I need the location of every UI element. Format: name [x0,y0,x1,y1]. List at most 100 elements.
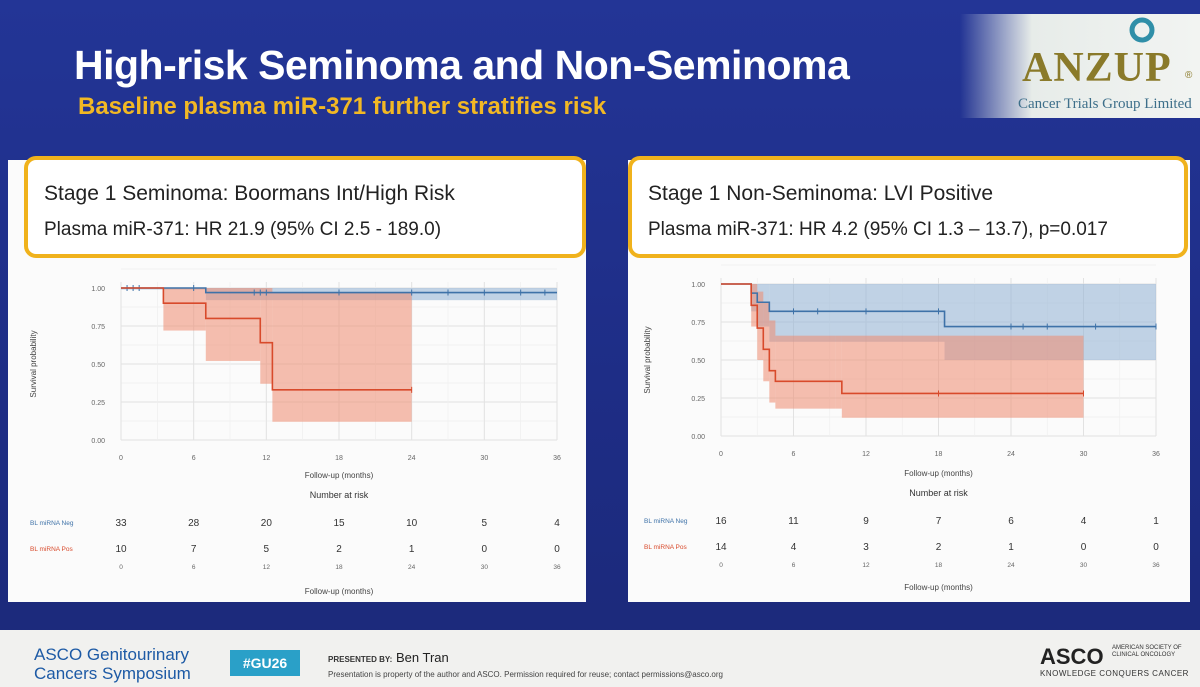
x-tick-label: 36 [1152,451,1160,458]
slide-subtitle: Baseline plasma miR-371 further stratifi… [78,93,607,120]
hashtag-badge: #GU26 [230,650,300,676]
y-tick-label: 1.00 [691,282,705,289]
risk-count: 5 [482,518,488,529]
ci-band-neg [769,284,939,342]
anzup-logo: ANZUP [1022,45,1172,91]
ci-band-pos [205,288,261,361]
risk-x-tick-label: 18 [335,564,343,571]
ci-band-pos [272,292,412,422]
presenter-name: Ben Tran [396,650,449,665]
x-tick-label: 30 [1080,451,1088,458]
risk-count: 2 [936,542,942,553]
risk-row-label: BL miRNA Pos [30,546,73,553]
risk-count: 4 [791,542,797,553]
y-tick-label: 0.50 [91,362,105,369]
ci-band-pos [841,335,1084,418]
risk-count: 2 [336,544,342,555]
x-tick-label: 18 [335,455,343,462]
x-tick-label: 12 [262,455,270,462]
x-axis-label: Follow-up (months) [305,471,374,480]
risk-x-tick-label: 30 [481,564,489,571]
y-tick-label: 0.25 [691,396,705,403]
risk-x-tick-label: 30 [1080,562,1088,569]
risk-count: 33 [115,518,127,529]
risk-count: 6 [1008,516,1014,527]
risk-count: 10 [115,544,127,555]
permission-note: Presentation is property of the author a… [328,670,723,679]
risk-table-title: Number at risk [310,490,369,500]
x-tick-label: 18 [935,451,943,458]
x-axis-label: Follow-up (months) [904,469,973,478]
logo-panel [960,14,1200,118]
ci-band-pos [260,288,273,384]
anzup-registered-mark: ® [1185,70,1193,81]
risk-x-tick-label: 0 [719,562,723,569]
y-tick-label: 0.50 [691,358,705,365]
x-tick-label: 12 [862,451,870,458]
km-chart-non-seminoma: 0.000.250.500.751.000 6 12 18 24 30 36Follow-u… [643,264,1160,592]
risk-count: 11 [788,516,799,527]
left-hr-box: Stage 1 Seminoma: Boormans Int/High Risk… [24,156,586,258]
x-tick-label: 0 [719,451,723,458]
x-tick-label: 6 [792,451,796,458]
risk-count: 14 [715,542,727,553]
ci-band-pos [835,335,842,409]
symposium-name: ASCO Genitourinary Cancers Symposium [34,645,191,683]
ci-band-pos [163,288,206,331]
risk-x-tick-label: 6 [192,564,196,571]
footer-bar [0,630,1200,687]
ci-band-pos [769,320,776,403]
y-axis-label: Survival probability [643,326,652,393]
risk-x-tick-label: 24 [408,564,416,571]
risk-count: 4 [554,518,560,529]
x-tick-label: 36 [553,455,561,462]
symposium-line-1: ASCO Genitourinary [34,645,189,664]
anzup-ring-icon [1129,17,1155,43]
risk-x-tick-label: 18 [935,562,943,569]
km-chart-seminoma: 0.000.250.500.751.000 6 12 18 24 30 36Follow-u… [29,268,561,596]
risk-row-label: BL miRNA Neg [644,518,688,525]
x-tick-label: 30 [480,455,488,462]
y-tick-label: 0.25 [91,400,105,407]
risk-count: 0 [482,544,488,555]
risk-x-tick-label: 12 [263,564,271,571]
asco-logo: ASCO [1040,644,1104,669]
risk-x-tick-label: 36 [1152,562,1160,569]
y-tick-label: 0.75 [691,320,705,327]
symposium-line-2: Cancers Symposium [34,664,191,683]
risk-count: 1 [1008,542,1014,553]
risk-row-label: BL miRNA Neg [30,520,74,527]
km-curve-pos [721,283,1084,395]
right-hr-title: Stage 1 Non-Seminoma: LVI Positive [648,182,994,205]
x-tick-label: 24 [1007,451,1015,458]
risk-count: 7 [191,544,197,555]
risk-x-axis-label: Follow-up (months) [305,587,374,596]
y-tick-label: 1.00 [91,286,105,293]
risk-x-tick-label: 24 [1007,562,1015,569]
y-tick-label: 0.00 [91,438,105,445]
risk-count: 0 [1153,542,1159,553]
risk-count: 16 [715,516,727,527]
right-hr-value: Plasma miR-371: HR 4.2 (95% CI 1.3 – 13.… [648,219,1108,240]
km-curve-pos [121,287,412,391]
risk-count: 1 [1153,516,1159,527]
risk-table-title: Number at risk [909,488,968,498]
x-tick-label: 6 [192,455,196,462]
x-tick-label: 0 [119,455,123,462]
slide-title: High-risk Seminoma and Non-Seminoma [74,42,850,88]
asco-motto: KNOWLEDGE CONQUERS CANCER [1040,669,1189,678]
km-curve-neg [121,287,557,294]
risk-x-tick-label: 36 [553,564,561,571]
ci-band-neg [938,284,945,342]
risk-count: 7 [936,516,942,527]
ci-band-pos [763,302,770,382]
risk-count: 10 [406,518,418,529]
risk-count: 1 [409,544,415,555]
anzup-tagline: Cancer Trials Group Limited [1018,96,1192,112]
risk-count: 28 [188,518,200,529]
risk-x-tick-label: 6 [792,562,796,569]
risk-count: 9 [863,516,869,527]
risk-x-axis-label: Follow-up (months) [904,583,973,592]
risk-x-tick-label: 12 [862,562,870,569]
risk-x-tick-label: 0 [119,564,123,571]
